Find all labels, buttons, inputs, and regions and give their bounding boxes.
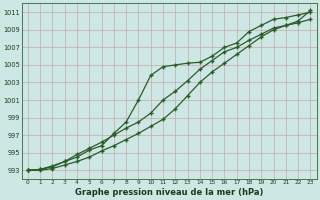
X-axis label: Graphe pression niveau de la mer (hPa): Graphe pression niveau de la mer (hPa) xyxy=(75,188,263,197)
